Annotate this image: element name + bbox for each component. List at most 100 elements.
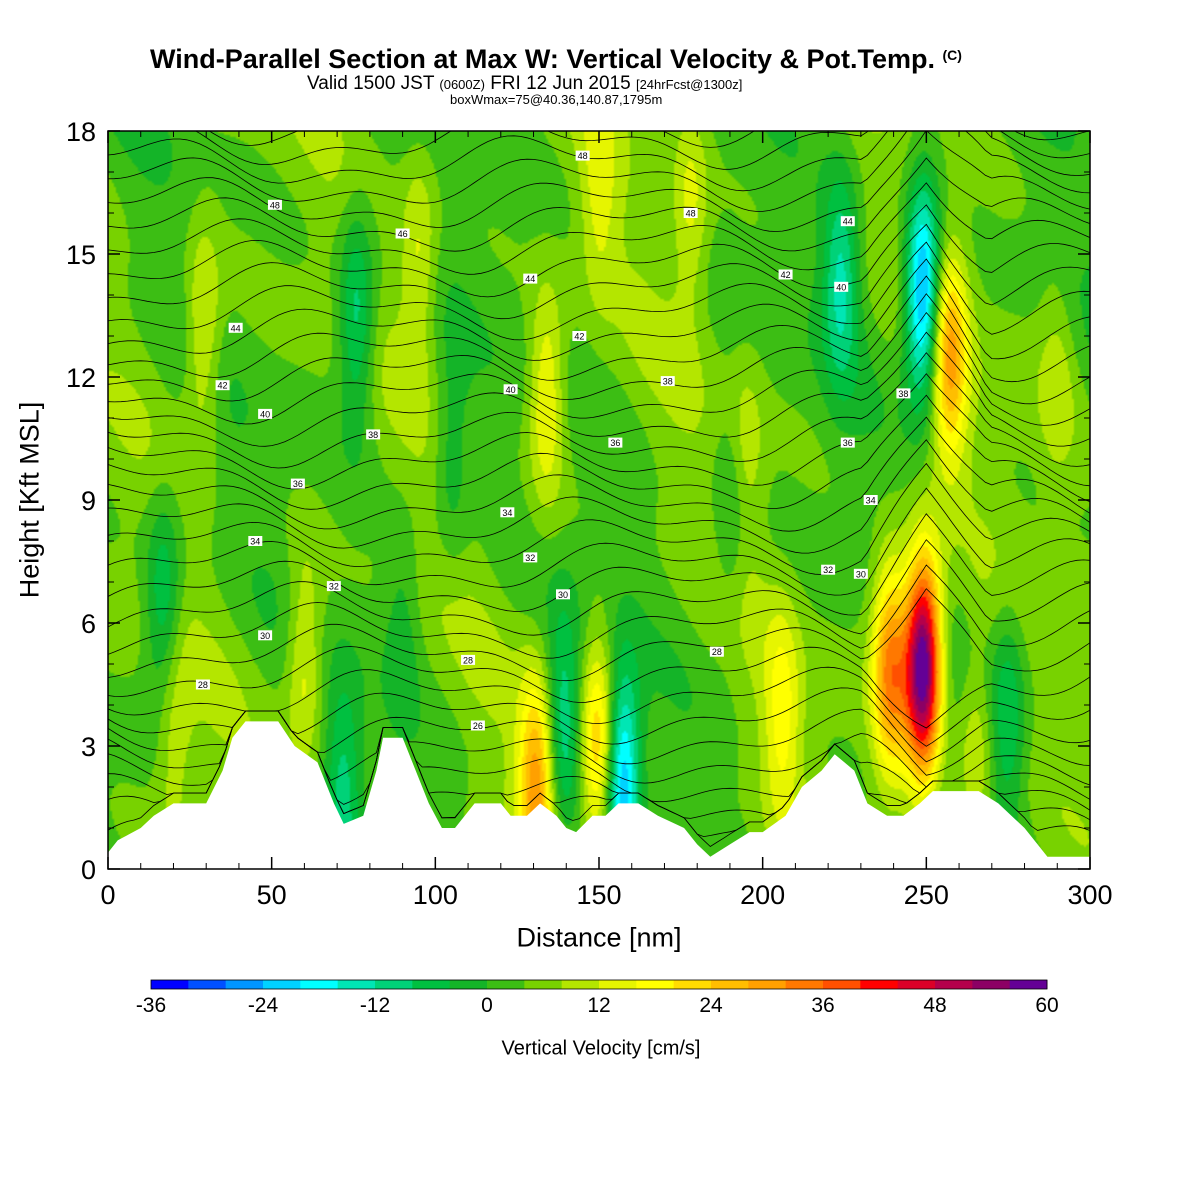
isentrope-label: 42 <box>572 331 587 342</box>
colorbar-tick-label: 12 <box>587 994 610 1017</box>
svg-text:40: 40 <box>260 409 270 419</box>
y-tick-label: 3 <box>81 732 96 762</box>
copyright-mark: (C) <box>942 47 962 63</box>
svg-text:46: 46 <box>398 229 408 239</box>
svg-text:34: 34 <box>502 508 512 518</box>
isentrope-label: 36 <box>290 478 305 489</box>
chart-subtitle: Valid 1500 JST (0600Z) FRI 12 Jun 2015 [… <box>307 73 743 94</box>
isentrope-line <box>108 131 1090 212</box>
isentrope-label: 46 <box>395 228 410 239</box>
colorbar-swatch <box>225 980 264 989</box>
y-tick-label: 12 <box>66 363 96 393</box>
svg-text:40: 40 <box>836 282 846 292</box>
chart-subtitle-2: boxWmax=75@40.36,140.87,1795m <box>450 92 663 107</box>
colorbar-swatch <box>487 980 525 989</box>
svg-text:30: 30 <box>260 631 270 641</box>
isentrope-label: 36 <box>840 437 855 448</box>
colorbar-swatch <box>300 980 339 989</box>
x-tick-label: 100 <box>413 880 458 910</box>
x-tick-label: 150 <box>576 880 621 910</box>
isentrope-line <box>108 204 1090 298</box>
svg-text:28: 28 <box>463 655 473 665</box>
colorbar-swatch <box>524 980 563 989</box>
colorbar-swatch <box>263 980 301 989</box>
isentrope-line <box>108 258 1090 361</box>
isentrope-line <box>108 331 1090 447</box>
svg-text:32: 32 <box>525 553 535 563</box>
colorbar-swatch <box>897 980 936 989</box>
colorbar-swatch <box>151 980 189 989</box>
svg-text:42: 42 <box>781 270 791 280</box>
isentrope-line <box>108 373 1090 490</box>
svg-text:44: 44 <box>525 274 535 284</box>
isentrope-line <box>108 487 1090 596</box>
isentrope-label: 34 <box>863 495 878 506</box>
isentrope-label: 34 <box>500 507 515 518</box>
isentrope-line <box>108 666 1090 747</box>
chart-title: Wind-Parallel Section at Max W: Vertical… <box>150 44 962 74</box>
svg-text:48: 48 <box>270 200 280 210</box>
svg-text:40: 40 <box>506 385 516 395</box>
isentropes-layer <box>108 131 1090 848</box>
colorbar-tick-label: 0 <box>481 994 493 1017</box>
isentrope-line <box>108 539 1090 636</box>
colorbar-tick-label: -12 <box>360 994 390 1017</box>
isentrope-line <box>108 131 1090 192</box>
isentrope-line <box>108 646 1090 729</box>
svg-text:34: 34 <box>866 496 876 506</box>
isentrope-label: 44 <box>840 216 855 227</box>
y-tick-label: 9 <box>81 486 96 516</box>
colorbar-swatch <box>1009 980 1048 989</box>
colorbar-swatch <box>711 980 749 989</box>
isentrope-line <box>108 513 1090 616</box>
isentrope-label: 38 <box>896 388 911 399</box>
svg-text:36: 36 <box>293 479 303 489</box>
svg-text:36: 36 <box>610 438 620 448</box>
svg-text:28: 28 <box>198 680 208 690</box>
isentrope-line <box>108 588 1090 682</box>
colorbar-swatch <box>972 980 1011 989</box>
isentrope-label: 30 <box>853 568 868 579</box>
colorbar-swatch <box>375 980 413 989</box>
isentrope-label: 42 <box>215 380 230 391</box>
isentrope-label: 42 <box>778 269 793 280</box>
x-tick-label: 250 <box>904 880 949 910</box>
isentrope-line <box>108 275 1090 383</box>
colorbar-swatch <box>337 980 376 989</box>
colorbar-swatch <box>673 980 712 989</box>
svg-text:32: 32 <box>329 582 339 592</box>
svg-text:26: 26 <box>473 721 483 731</box>
y-tick-label: 15 <box>66 240 96 270</box>
svg-text:34: 34 <box>250 537 260 547</box>
colorbar-swatch <box>449 980 488 989</box>
isentrope-line <box>108 439 1090 554</box>
svg-text:38: 38 <box>368 430 378 440</box>
colorbar-frame <box>150 979 1048 990</box>
isentrope-label: 38 <box>366 429 381 440</box>
x-tick-label: 0 <box>100 880 115 910</box>
isentrope-line <box>108 394 1090 510</box>
colorbar-tick-label: 24 <box>699 994 723 1017</box>
colorbar-swatch <box>935 980 973 989</box>
isentrope-label: 48 <box>683 208 698 219</box>
svg-text:36: 36 <box>843 438 853 448</box>
isentrope-label: 28 <box>709 646 724 657</box>
x-axis-label: Distance [nm] <box>516 922 682 953</box>
x-tick-label: 50 <box>257 880 287 910</box>
isentrope-line <box>108 157 1090 252</box>
svg-text:38: 38 <box>663 377 673 387</box>
isentrope-label: 26 <box>470 720 485 731</box>
isentrope-label: 40 <box>503 384 518 395</box>
svg-text:38: 38 <box>898 389 908 399</box>
isentrope-line <box>108 223 1090 320</box>
colorbar-swatch <box>748 980 787 989</box>
colorbar-swatch <box>860 980 899 989</box>
isentrope-line <box>108 182 1090 275</box>
isentrope-label: 44 <box>228 322 243 333</box>
isentrope-label: 28 <box>195 679 210 690</box>
colorbar-swatch <box>561 980 600 989</box>
isentrope-label: 40 <box>834 281 849 292</box>
colorbar-label: Vertical Velocity [cm/s] <box>501 1037 701 1060</box>
